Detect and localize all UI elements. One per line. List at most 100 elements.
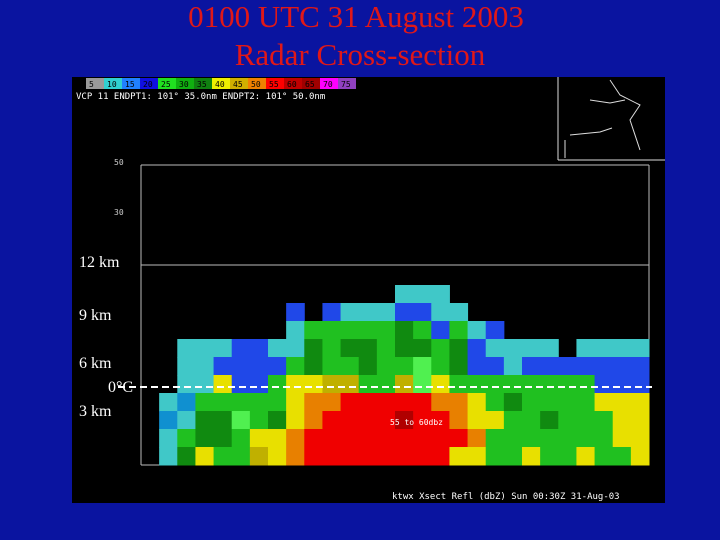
cell <box>395 429 414 448</box>
cell <box>395 321 414 340</box>
cell <box>522 447 541 466</box>
cell <box>286 393 305 412</box>
cell <box>612 393 632 412</box>
cell <box>467 411 487 430</box>
cell <box>268 411 287 430</box>
cell <box>177 447 196 466</box>
cell <box>431 339 450 358</box>
cell <box>376 429 396 448</box>
cell <box>249 357 269 376</box>
cell <box>304 393 323 412</box>
cell <box>340 357 360 376</box>
cell <box>522 357 541 376</box>
cell <box>449 357 469 376</box>
cell <box>268 447 287 466</box>
scale-label: 40 <box>215 80 225 89</box>
cell <box>231 393 251 412</box>
cell <box>177 357 196 376</box>
cell <box>268 393 287 412</box>
cell <box>376 339 396 358</box>
cell <box>213 411 233 430</box>
cell <box>467 375 487 394</box>
cell <box>431 393 450 412</box>
cell <box>594 393 614 412</box>
height-label: 3 km <box>79 403 112 420</box>
height-labels: 12 km 9 km 6 km 0°C 3 km <box>79 254 133 420</box>
cell <box>594 429 614 448</box>
cell <box>213 393 233 412</box>
cell <box>231 429 251 448</box>
cell <box>576 447 596 466</box>
cell <box>467 429 487 448</box>
cell <box>467 321 487 340</box>
scale-label: 50 <box>251 80 261 89</box>
cell <box>286 447 305 466</box>
cell <box>503 339 523 358</box>
cell <box>213 429 233 448</box>
cell <box>195 393 215 412</box>
cell <box>195 357 215 376</box>
scale-swatch <box>266 78 284 89</box>
cell <box>395 411 414 430</box>
cell <box>286 357 305 376</box>
cell <box>431 375 450 394</box>
cell <box>467 339 487 358</box>
scale-swatch <box>212 78 230 89</box>
info-line: VCP 11 ENDPT1: 101° 35.0nm ENDPT2: 101° … <box>76 92 325 102</box>
cell <box>376 447 396 466</box>
scale-label: 75 <box>341 80 351 89</box>
scale-label: 60 <box>287 80 297 89</box>
cell <box>376 303 396 322</box>
cell <box>268 339 287 358</box>
cell <box>558 375 577 394</box>
cell <box>322 357 342 376</box>
cell <box>522 429 541 448</box>
scale-label: 35 <box>197 80 207 89</box>
cell <box>576 357 596 376</box>
cell <box>340 321 360 340</box>
cell <box>195 447 215 466</box>
cell <box>177 375 196 394</box>
scale-swatch <box>122 78 140 89</box>
cell <box>322 393 342 412</box>
height-label: 6 km <box>79 355 112 372</box>
cell <box>630 447 650 466</box>
height-label: 9 km <box>79 307 112 324</box>
footer: ktwx Xsect Refl (dbZ) Sun 00:30Z 31-Aug-… <box>392 492 620 502</box>
cell <box>249 375 269 394</box>
cell <box>467 357 487 376</box>
cell <box>431 303 450 322</box>
cell <box>159 411 178 430</box>
cell <box>395 447 414 466</box>
cell <box>630 393 650 412</box>
cell <box>594 339 614 358</box>
cell <box>503 393 523 412</box>
cell <box>485 321 505 340</box>
cell <box>340 339 360 358</box>
cell <box>322 303 342 322</box>
cell <box>322 411 342 430</box>
cell <box>594 411 614 430</box>
cell <box>195 411 215 430</box>
cell <box>376 375 396 394</box>
scale-label: 45 <box>233 80 243 89</box>
cell <box>358 411 378 430</box>
cell <box>540 393 559 412</box>
cell <box>630 429 650 448</box>
cell <box>485 447 505 466</box>
cell <box>540 339 559 358</box>
scale-label: 25 <box>161 80 171 89</box>
scale-swatch <box>176 78 194 89</box>
cell <box>395 393 414 412</box>
cell <box>286 321 305 340</box>
cell <box>286 411 305 430</box>
cell <box>358 393 378 412</box>
cell <box>431 429 450 448</box>
cell <box>322 339 342 358</box>
cell <box>503 411 523 430</box>
cell <box>231 357 251 376</box>
cell <box>612 429 632 448</box>
cell <box>594 375 614 394</box>
cell <box>213 375 233 394</box>
